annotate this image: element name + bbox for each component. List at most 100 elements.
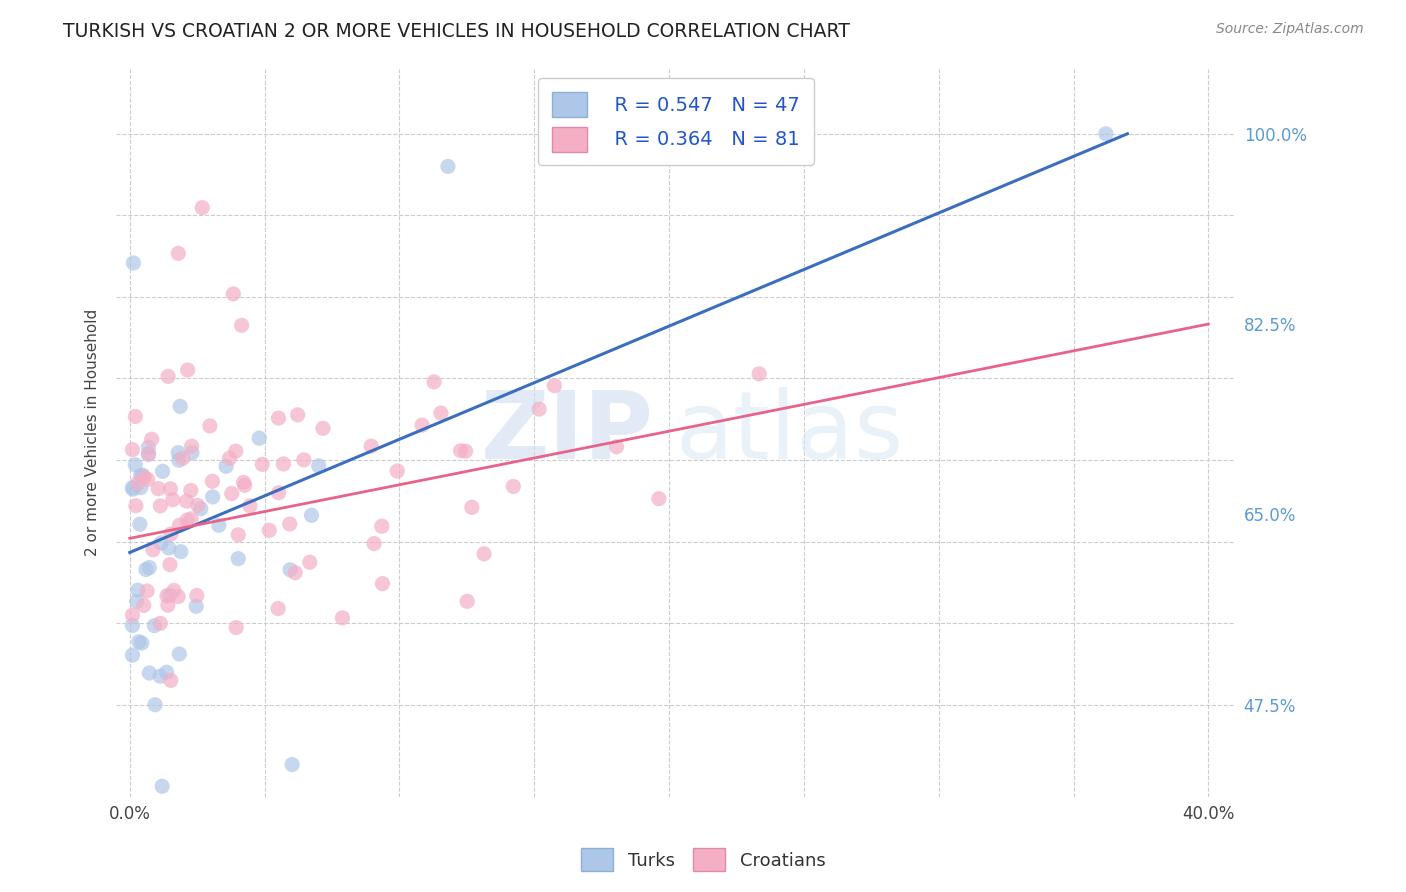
Point (124, 409, 146, 424)
Point (138, 441, 160, 455)
Point (122, 482, 145, 496)
Point (252, 458, 274, 472)
Point (124, 458, 146, 472)
Point (170, 544, 193, 558)
Point (191, 201, 214, 215)
Point (159, 482, 181, 496)
Point (218, 451, 240, 466)
Point (232, 475, 254, 490)
Point (172, 451, 194, 466)
Point (131, 636, 153, 650)
Point (128, 517, 150, 532)
Point (371, 519, 394, 533)
Point (423, 375, 446, 389)
Point (201, 475, 224, 489)
Point (180, 483, 202, 498)
Point (121, 618, 143, 632)
Point (121, 648, 143, 662)
Point (169, 647, 191, 661)
Point (159, 558, 181, 572)
Point (160, 527, 183, 541)
Point (167, 246, 190, 260)
Y-axis label: 2 or more Vehicles in Household: 2 or more Vehicles in Household (86, 310, 100, 557)
Point (163, 583, 186, 598)
Point (198, 418, 221, 433)
Point (150, 779, 173, 793)
Point (231, 318, 253, 333)
Point (363, 536, 385, 550)
Point (181, 446, 204, 460)
Point (605, 440, 627, 454)
Point (456, 594, 478, 608)
Point (121, 481, 143, 495)
Point (176, 363, 198, 377)
Point (1095, 127, 1118, 141)
Text: TURKISH VS CROATIAN 2 OR MORE VEHICLES IN HOUSEHOLD CORRELATION CHART: TURKISH VS CROATIAN 2 OR MORE VEHICLES I… (63, 22, 851, 41)
Point (138, 447, 160, 461)
Point (176, 513, 198, 527)
Point (156, 589, 179, 603)
Point (167, 453, 190, 467)
Point (152, 464, 174, 478)
Point (360, 439, 382, 453)
Point (156, 598, 179, 612)
Point (502, 479, 524, 493)
Point (301, 508, 323, 523)
Point (136, 584, 159, 599)
Point (149, 499, 172, 513)
Point (257, 524, 280, 538)
Point (129, 468, 152, 483)
Point (371, 576, 394, 591)
Point (450, 443, 472, 458)
Text: Source: ZipAtlas.com: Source: ZipAtlas.com (1216, 22, 1364, 37)
Point (143, 618, 166, 632)
Point (125, 594, 148, 608)
Point (527, 402, 550, 417)
Point (267, 485, 290, 500)
Point (308, 458, 330, 473)
Point (284, 566, 307, 580)
Point (146, 482, 169, 496)
Point (180, 512, 202, 526)
Point (239, 499, 262, 513)
Point (136, 473, 159, 487)
Point (226, 551, 249, 566)
Point (159, 588, 181, 602)
Point (292, 453, 315, 467)
Point (454, 444, 477, 458)
Point (411, 418, 433, 433)
Point (149, 669, 172, 683)
Point (138, 665, 160, 680)
Text: atlas: atlas (676, 387, 904, 479)
Point (287, 408, 309, 422)
Point (430, 406, 453, 420)
Point (134, 470, 156, 484)
Point (169, 400, 191, 414)
Point (225, 621, 247, 635)
Point (201, 490, 224, 504)
Point (748, 367, 770, 381)
Point (131, 468, 153, 483)
Point (141, 432, 163, 446)
Point (472, 547, 495, 561)
Point (136, 447, 159, 461)
Point (127, 476, 149, 491)
Point (122, 256, 145, 270)
Point (138, 560, 160, 574)
Point (186, 599, 208, 614)
Point (157, 541, 180, 555)
Point (156, 665, 179, 680)
Point (222, 286, 245, 301)
Point (387, 464, 409, 478)
Point (159, 673, 181, 688)
Point (225, 444, 247, 458)
Point (233, 478, 256, 492)
Point (332, 611, 354, 625)
Point (312, 421, 335, 435)
Point (208, 518, 231, 533)
Point (281, 757, 304, 772)
Point (273, 457, 295, 471)
Point (129, 481, 152, 495)
Text: ZIP: ZIP (481, 387, 654, 479)
Point (127, 583, 149, 598)
